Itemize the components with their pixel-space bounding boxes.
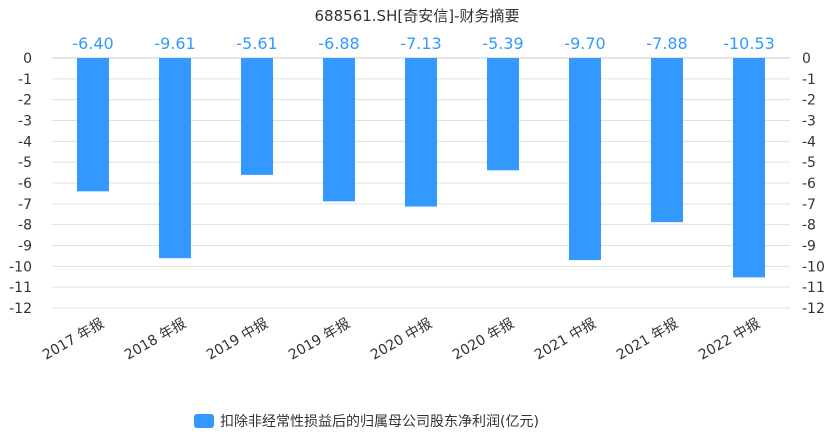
bar[interactable] — [241, 58, 273, 175]
legend[interactable]: 扣除非经常性损益后的归属母公司股东净利润(亿元) — [194, 413, 539, 430]
y-tick-label-right: -12 — [802, 301, 825, 317]
x-axis: 2017 年报 2018 年报 2019 中报 2019 年报 2020 中报 2020 … — [40, 316, 763, 364]
y-tick-label: -5 — [18, 155, 32, 171]
data-label: -6.88 — [318, 34, 359, 53]
y-tick-label: 0 — [23, 51, 32, 67]
x-tick-label: 2020 年报 — [450, 316, 517, 364]
y-axis-right: 0 -1 -2 -3 -4 -5 -6 -7 -8 -9 -10 -11 -12 — [802, 51, 825, 317]
y-tick-label-right: -3 — [802, 114, 816, 130]
data-label: -7.88 — [646, 34, 687, 53]
y-tick-label-right: 0 — [802, 51, 811, 67]
y-tick-label-right: -10 — [802, 259, 825, 275]
x-tick-label: 2022 中报 — [696, 316, 763, 364]
bar[interactable] — [323, 58, 355, 202]
bar[interactable] — [159, 58, 191, 259]
bar[interactable] — [77, 58, 109, 192]
bars — [77, 58, 765, 278]
x-tick-label: 2019 中报 — [204, 316, 271, 364]
y-tick-label: -6 — [18, 176, 32, 192]
y-tick-label: -1 — [18, 72, 32, 88]
y-tick-label-right: -7 — [802, 197, 816, 213]
y-tick-label: -8 — [18, 218, 32, 234]
y-tick-label-right: -5 — [802, 155, 816, 171]
y-tick-label: -7 — [18, 197, 32, 213]
data-label: -9.61 — [154, 34, 195, 53]
data-label: -5.61 — [236, 34, 277, 53]
data-label: -10.53 — [723, 34, 775, 53]
y-tick-label: -12 — [9, 301, 32, 317]
x-tick-label: 2021 中报 — [532, 316, 599, 364]
bar[interactable] — [405, 58, 437, 207]
x-tick-label: 2020 中报 — [368, 316, 435, 364]
y-tick-label: -11 — [9, 280, 32, 296]
bar[interactable] — [487, 58, 519, 171]
data-labels: -6.40 -9.61 -5.61 -6.88 -7.13 -5.39 -9.70 -7.88… — [72, 34, 774, 53]
x-tick-label: 2019 年报 — [286, 316, 353, 364]
data-label: -7.13 — [400, 34, 441, 53]
chart-title: 688561.SH[奇安信]-财务摘要 — [315, 7, 520, 25]
y-tick-label-right: -2 — [802, 93, 816, 109]
y-tick-label: -2 — [18, 93, 32, 109]
y-tick-label-right: -8 — [802, 218, 816, 234]
y-tick-label: -4 — [18, 134, 32, 150]
data-label: -6.40 — [72, 34, 113, 53]
y-tick-label: -3 — [18, 114, 32, 130]
y-tick-label-right: -1 — [802, 72, 816, 88]
y-tick-label: -9 — [18, 239, 32, 255]
y-tick-label-right: -9 — [802, 239, 816, 255]
bar[interactable] — [569, 58, 601, 261]
data-label: -9.70 — [564, 34, 605, 53]
bar[interactable] — [651, 58, 683, 223]
y-tick-label: -10 — [9, 259, 32, 275]
bar[interactable] — [733, 58, 765, 278]
y-tick-label-right: -4 — [802, 134, 816, 150]
y-tick-label-right: -11 — [802, 280, 825, 296]
x-tick-label: 2021 年报 — [614, 316, 681, 364]
data-label: -5.39 — [482, 34, 523, 53]
legend-label: 扣除非经常性损益后的归属母公司股东净利润(亿元) — [220, 413, 539, 430]
x-tick-label: 2017 年报 — [40, 316, 107, 364]
y-tick-label-right: -6 — [802, 176, 816, 192]
legend-swatch — [194, 414, 214, 428]
x-tick-label: 2018 年报 — [122, 316, 189, 364]
y-axis-left: 0 -1 -2 -3 -4 -5 -6 -7 -8 -9 -10 -11 -12 — [9, 51, 32, 317]
